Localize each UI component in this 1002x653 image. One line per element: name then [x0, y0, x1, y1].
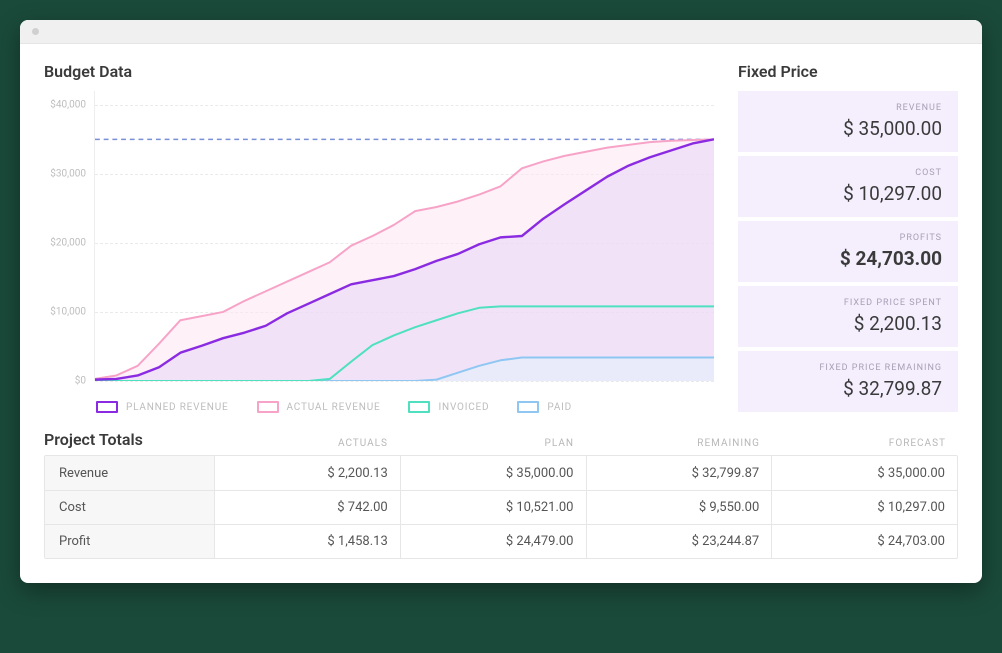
table-row: Profit$ 1,458.13$ 24,479.00$ 23,244.87$ … — [45, 524, 957, 558]
legend-label: PAID — [547, 402, 572, 413]
table-cell: $ 2,200.13 — [215, 456, 401, 490]
window-titlebar — [20, 20, 982, 44]
legend-item[interactable]: PAID — [517, 401, 572, 413]
y-tick-label: $0 — [75, 376, 86, 387]
card-value: $ 10,297.00 — [754, 182, 942, 205]
card-value: $ 2,200.13 — [754, 312, 942, 335]
card-label: FIXED PRICE SPENT — [754, 298, 942, 308]
card-label: FIXED PRICE REMAINING — [754, 363, 942, 373]
legend-item[interactable]: INVOICED — [408, 401, 489, 413]
row-label: Cost — [45, 491, 215, 524]
app-window: Budget Data $0 $10,000 $20,000 $30,000 $40,0… — [20, 20, 982, 583]
column-head-remaining: REMAINING — [586, 438, 772, 449]
table-cell: $ 23,244.87 — [587, 525, 773, 558]
y-tick-label: $40,000 — [50, 99, 86, 110]
fixed-price-cards: REVENUE $ 35,000.00 COST $ 10,297.00 PROFITS… — [738, 91, 958, 412]
legend-swatch — [257, 401, 279, 413]
fixed-price-title: Fixed Price — [738, 62, 958, 81]
table-row: Cost$ 742.00$ 10,521.00$ 9,550.00$ 10,29… — [45, 490, 957, 524]
card-label: COST — [754, 168, 942, 178]
legend-item[interactable]: ACTUAL REVENUE — [257, 401, 381, 413]
legend-swatch — [517, 401, 539, 413]
legend-label: INVOICED — [438, 402, 489, 413]
fixed-price-card: PROFITS $ 24,703.00 — [738, 221, 958, 282]
legend-label: ACTUAL REVENUE — [287, 402, 381, 413]
table-cell: $ 9,550.00 — [587, 491, 773, 524]
table-cell: $ 10,521.00 — [401, 491, 587, 524]
table-cell: $ 742.00 — [215, 491, 401, 524]
chart-y-axis: $0$10,000$20,000$30,000$40,000 — [44, 91, 94, 381]
chart-gridline — [95, 381, 714, 382]
project-totals-title: Project Totals — [44, 430, 214, 449]
table-cell: $ 24,479.00 — [401, 525, 587, 558]
legend-label: PLANNED REVENUE — [126, 402, 229, 413]
fixed-price-card: COST $ 10,297.00 — [738, 156, 958, 217]
card-label: REVENUE — [754, 103, 942, 113]
column-head-plan: PLAN — [400, 438, 586, 449]
fixed-price-card: FIXED PRICE SPENT $ 2,200.13 — [738, 286, 958, 347]
row-label: Revenue — [45, 456, 215, 490]
table-cell: $ 1,458.13 — [215, 525, 401, 558]
legend-swatch — [408, 401, 430, 413]
fixed-price-card: REVENUE $ 35,000.00 — [738, 91, 958, 152]
card-value: $ 32,799.87 — [754, 377, 942, 400]
fixed-price-card: FIXED PRICE REMAINING $ 32,799.87 — [738, 351, 958, 412]
column-head-actuals: ACTUALS — [214, 438, 400, 449]
table-cell: $ 10,297.00 — [772, 491, 957, 524]
budget-chart: $0 $10,000 $20,000 $30,000 $40,000 PLANNED R… — [44, 91, 714, 413]
table-cell: $ 35,000.00 — [401, 456, 587, 490]
table-cell: $ 35,000.00 — [772, 456, 957, 490]
chart-plot-area — [94, 91, 714, 381]
table-cell: $ 32,799.87 — [587, 456, 773, 490]
row-label: Profit — [45, 525, 215, 558]
legend-swatch — [96, 401, 118, 413]
y-tick-label: $20,000 — [50, 237, 86, 248]
legend-item[interactable]: PLANNED REVENUE — [96, 401, 229, 413]
card-value: $ 24,703.00 — [754, 247, 942, 270]
card-value: $ 35,000.00 — [754, 117, 942, 140]
project-totals-table: Revenue$ 2,200.13$ 35,000.00$ 32,799.87$… — [44, 455, 958, 559]
table-row: Revenue$ 2,200.13$ 35,000.00$ 32,799.87$… — [45, 456, 957, 490]
y-tick-label: $10,000 — [50, 306, 86, 317]
window-control-dot[interactable] — [32, 28, 39, 35]
table-cell: $ 24,703.00 — [772, 525, 957, 558]
card-label: PROFITS — [754, 233, 942, 243]
column-head-forecast: FORECAST — [772, 438, 958, 449]
chart-legend: PLANNED REVENUE ACTUAL REVENUE INVOICED PAI… — [44, 391, 714, 413]
y-tick-label: $30,000 — [50, 168, 86, 179]
budget-data-title: Budget Data — [44, 62, 714, 81]
